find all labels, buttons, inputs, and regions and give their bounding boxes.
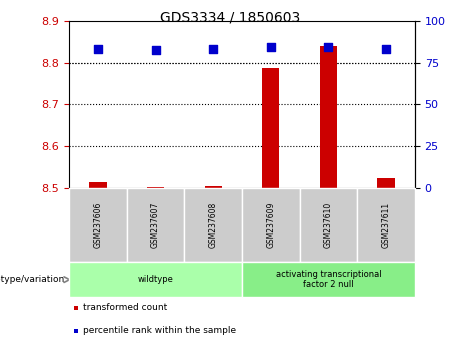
Point [382, 46, 390, 52]
Bar [320, 46, 337, 188]
Bar [89, 182, 106, 188]
Text: genotype/variation: genotype/variation [0, 275, 65, 284]
Bar [205, 186, 222, 188]
Text: GSM237606: GSM237606 [94, 201, 102, 248]
Bar [378, 178, 395, 188]
Text: GDS3334 / 1850603: GDS3334 / 1850603 [160, 11, 301, 25]
Point [94, 46, 101, 52]
Text: wildtype: wildtype [138, 275, 173, 284]
Text: GSM237607: GSM237607 [151, 201, 160, 248]
Bar [262, 68, 279, 188]
Text: GSM237611: GSM237611 [382, 202, 390, 248]
Bar [147, 187, 164, 188]
Text: GSM237608: GSM237608 [209, 202, 218, 248]
Point [325, 44, 332, 49]
Point [209, 46, 217, 52]
Point [267, 44, 274, 50]
Text: GSM237609: GSM237609 [266, 201, 275, 248]
Text: percentile rank within the sample: percentile rank within the sample [83, 326, 236, 336]
Text: activating transcriptional
factor 2 null: activating transcriptional factor 2 null [276, 270, 381, 289]
Text: transformed count: transformed count [83, 303, 167, 313]
Point [152, 47, 160, 53]
Text: GSM237610: GSM237610 [324, 202, 333, 248]
